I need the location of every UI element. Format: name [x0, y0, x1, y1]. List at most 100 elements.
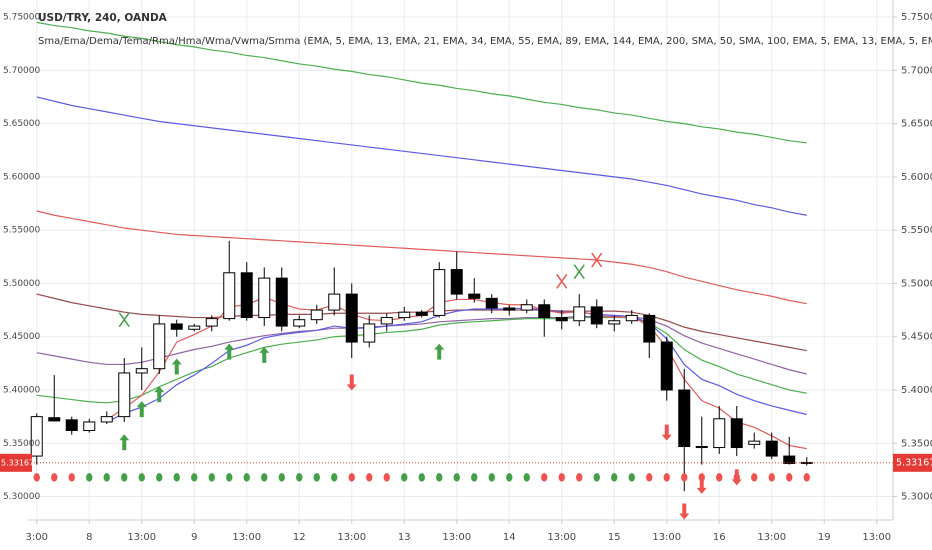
signal-dot: [401, 473, 408, 482]
signal-dot: [558, 473, 565, 482]
signal-dot: [173, 473, 180, 482]
signal-dot: [681, 473, 688, 482]
signal-dot: [348, 473, 355, 482]
ma-line: [36, 316, 807, 404]
signal-dot: [418, 473, 425, 482]
signal-dot: [488, 473, 495, 482]
signal-dot: [453, 473, 460, 482]
candle-body: [100, 416, 113, 423]
y-tick-label: 5.40000: [901, 385, 932, 396]
y-tick-label-left: 5.60000: [3, 172, 40, 182]
sell-arrow: [679, 503, 690, 520]
cross-mark: [118, 312, 130, 328]
x-tick-label: 13:00: [442, 532, 471, 543]
candle-body: [608, 320, 621, 325]
signal-dot: [86, 473, 93, 482]
x-tick-label: 13:00: [547, 532, 576, 543]
x-tick-label: 12: [293, 532, 306, 543]
x-tick-label: 13:00: [652, 532, 681, 543]
candle-body: [573, 306, 586, 322]
last-price-label: 5.33167: [896, 457, 932, 468]
signal-dot: [156, 473, 163, 482]
signal-dot: [751, 473, 758, 482]
y-tick-label-left: 5.70000: [3, 66, 40, 76]
candle-body: [310, 309, 323, 321]
candle-body: [118, 372, 131, 418]
x-tick-label: 16: [713, 532, 726, 543]
sell-arrow: [731, 469, 742, 486]
candle-body: [328, 293, 341, 311]
signal-dot: [296, 473, 303, 482]
candle-body: [380, 317, 393, 325]
x-tick-label: 13:00: [337, 532, 366, 543]
candle-body: [258, 277, 271, 319]
y-tick-label: 5.70000: [901, 65, 932, 76]
last-price-box-left: [0, 453, 32, 472]
signal-dot: [33, 473, 40, 482]
buy-arrow: [259, 346, 270, 363]
ma-line: [106, 307, 807, 423]
buy-arrow: [434, 343, 445, 360]
x-tick-label: 13:00: [127, 532, 156, 543]
x-tick-label: 19: [818, 532, 831, 543]
candle-body: [485, 297, 498, 309]
buy-arrow: [154, 386, 165, 403]
axes: 5.30000 5.30000 5.35000 5.35000 5.40000 5.400…: [0, 12, 932, 543]
candle-body: [643, 314, 656, 343]
y-tick-label: 5.50000: [901, 278, 932, 289]
buy-arrow: [136, 401, 147, 418]
y-tick-label-left: 5.30000: [3, 492, 40, 502]
y-tick-label: 5.45000: [901, 332, 932, 343]
buy-arrow: [119, 434, 130, 451]
symbol-title: USD/TRY, 240, OANDA: [38, 12, 168, 24]
candle-body: [83, 421, 96, 431]
y-tick-label: 5.65000: [901, 119, 932, 130]
signal-dot: [611, 473, 618, 482]
x-tick-label: 13: [398, 532, 411, 543]
x-tick-label: 13:00: [232, 532, 261, 543]
y-tick-label-left: 5.50000: [3, 279, 40, 289]
signal-dot: [138, 473, 145, 482]
indicator-title: Sma/Ema/Dema/Tema/Rma/Hma/Wma/Vwma/Smma …: [38, 36, 932, 47]
candle-body: [293, 319, 306, 327]
y-tick-label-left: 5.45000: [3, 332, 40, 342]
sell-arrow: [346, 374, 357, 391]
signal-dot: [191, 473, 198, 482]
signal-dot: [506, 473, 513, 482]
signal-dot: [313, 473, 320, 482]
signal-dot: [121, 473, 128, 482]
y-tick-label-left: 5.65000: [3, 119, 40, 129]
candle-body: [363, 323, 376, 343]
candle-body: [275, 277, 288, 327]
candle-body: [730, 418, 743, 449]
ma-line: [36, 210, 807, 305]
signal-dot: [383, 473, 390, 482]
signal-dot: [523, 473, 530, 482]
sell-arrow: [696, 477, 707, 494]
candle-body: [345, 293, 358, 343]
candle-body: [538, 304, 551, 319]
cross-mark: [591, 252, 603, 268]
signal-dot: [471, 473, 478, 482]
candle-body: [695, 445, 708, 449]
x-tick-label: 13:00: [757, 532, 786, 543]
ma-line: [36, 96, 807, 216]
signal-dot: [716, 473, 723, 482]
candle-body: [783, 455, 796, 465]
candle-body: [660, 341, 673, 391]
signal-dot: [768, 473, 775, 482]
last-price-label-left: 5.33167: [1, 458, 34, 467]
plot-area: [28, 21, 893, 520]
y-tick-label-left: 5.55000: [3, 226, 40, 236]
signal-dot: [663, 473, 670, 482]
candle-body: [65, 419, 78, 431]
candle-body: [625, 314, 638, 322]
candle-body: [713, 418, 726, 449]
candle-body: [415, 311, 428, 316]
x-tick-label: 8: [86, 532, 92, 543]
x-tick-label: 13:00: [862, 532, 891, 543]
sell-arrow: [661, 424, 672, 441]
candle-body: [48, 417, 61, 422]
candle-body: [450, 269, 463, 295]
y-tick-label: 5.75000: [901, 12, 932, 23]
